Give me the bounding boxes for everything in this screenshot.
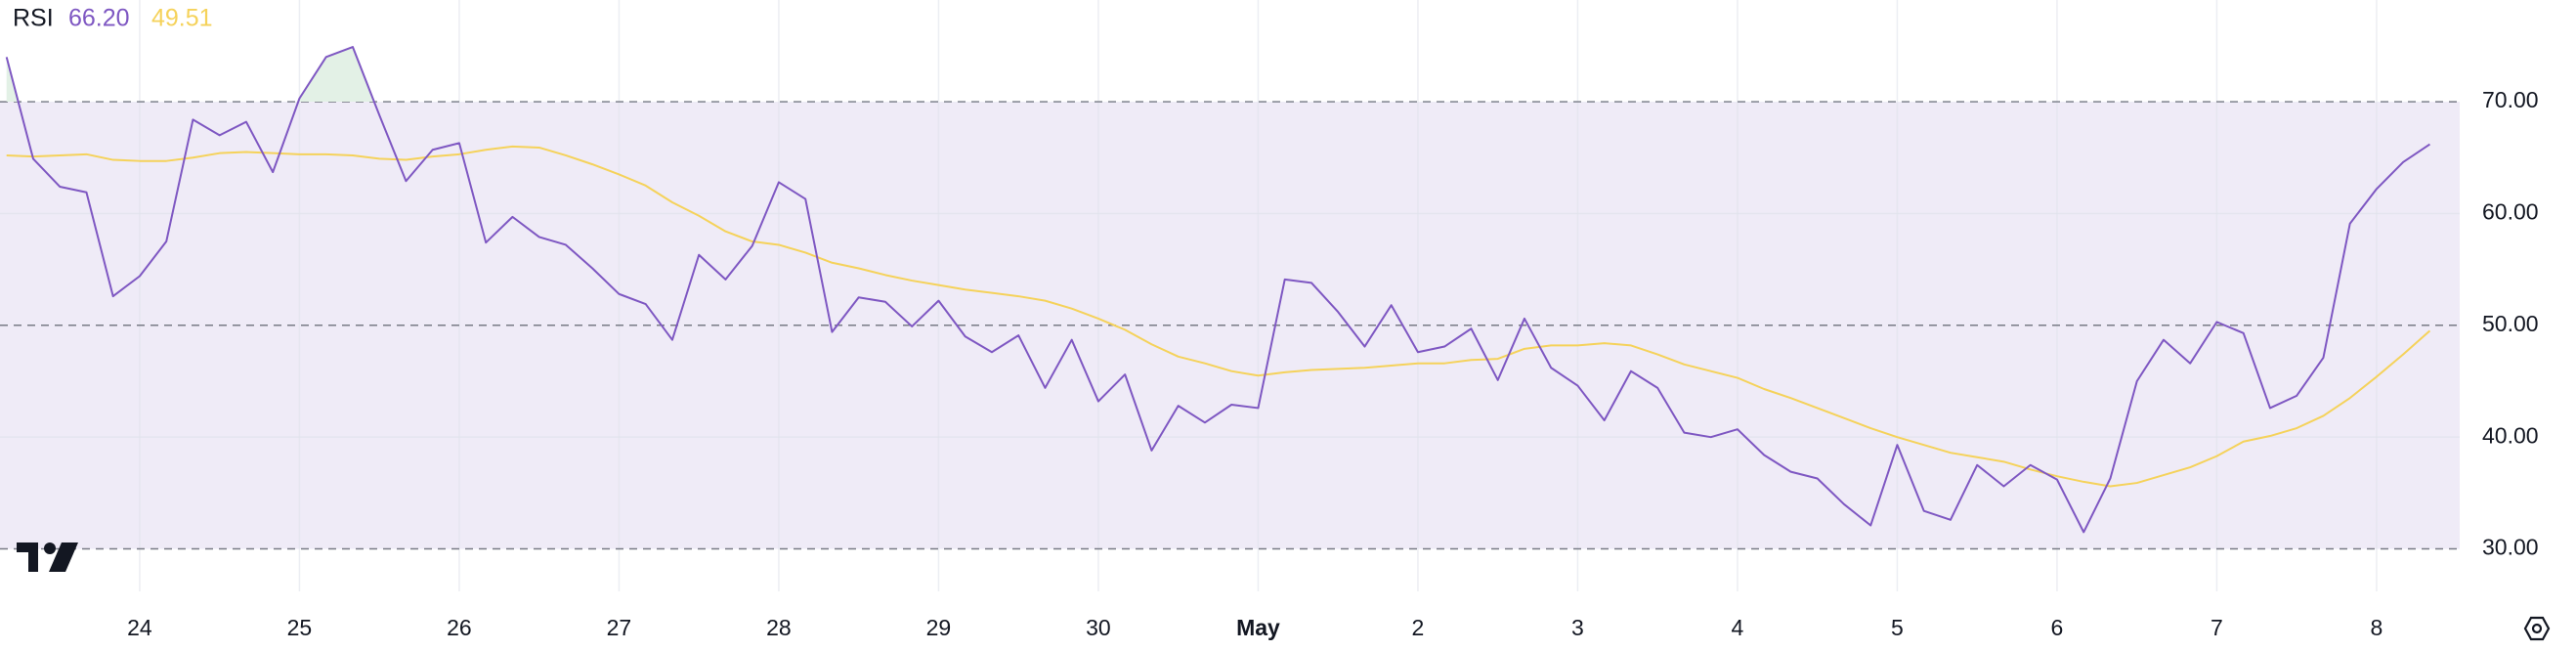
x-tick-label: 29 [926,615,952,640]
x-tick-label: 2 [1412,615,1425,640]
y-tick-label: 50.00 [2482,311,2539,336]
legend-value: 66.20 [68,5,130,32]
logo-part [49,542,78,572]
tradingview-logo [17,542,78,572]
settings-icon[interactable] [2523,616,2551,641]
x-tick-label: 7 [2211,615,2223,640]
x-tick-label: May [1236,615,1280,640]
icon-hex [2523,616,2551,641]
legend-title: RSI [13,5,54,32]
x-tick-label: 5 [1891,615,1904,640]
series-line [5,46,2431,534]
x-tick-label: 28 [766,615,792,640]
y-tick-label: 40.00 [2482,422,2539,448]
logo-part [44,542,56,554]
rsi-band [0,102,2460,549]
plot: 24 25 26 27 28 29 30 May 2 3 4 5 6 7 8 30.00 40.00 50.00 6… [0,0,2539,640]
y-tick-label: 30.00 [2482,535,2539,560]
x-tick-label: 8 [2371,615,2383,640]
x-tick-label: 30 [1086,615,1111,640]
y-tick-label: 70.00 [2482,87,2539,112]
legend-value: 49.51 [151,5,213,32]
x-tick-label: 24 [127,615,152,640]
x-tick-label: 3 [1571,615,1584,640]
x-tick-label: 27 [607,615,632,640]
logo-part [17,542,38,572]
icon-hole [2531,623,2543,634]
x-tick-label: 4 [1732,615,1744,640]
x-tick-label: 25 [287,615,313,640]
overbought-fill [6,47,374,103]
x-tick-label: 6 [2051,615,2064,640]
y-tick-label: 60.00 [2482,199,2539,225]
x-tick-label: 26 [447,615,472,640]
